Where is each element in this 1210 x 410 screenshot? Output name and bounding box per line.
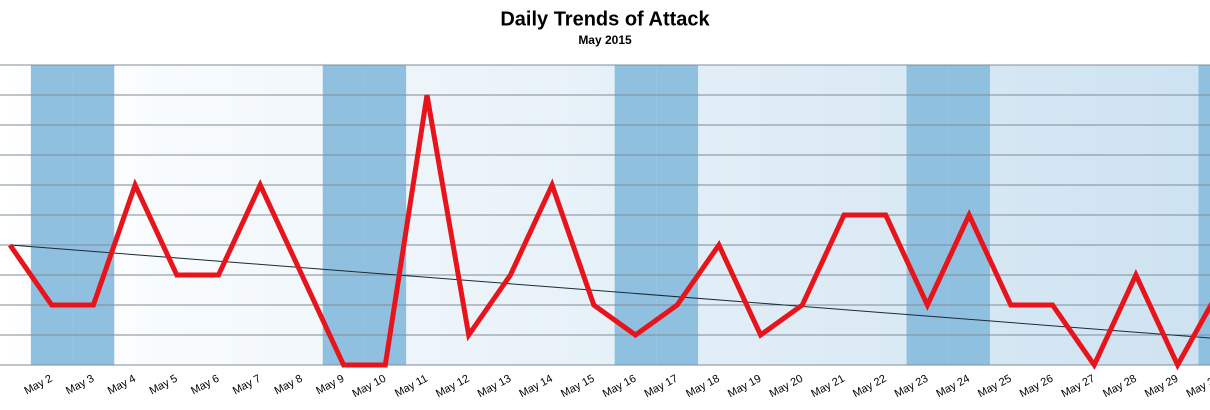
x-tick-label: May 26 [1018,373,1055,401]
x-tick-label: May 30 [1185,373,1210,401]
x-tick-label: May 8 [273,373,305,398]
x-tick-label: May 17 [642,373,679,401]
x-tick-label: May 19 [726,373,763,401]
x-tick-label: May 15 [559,373,596,401]
x-tick-label: May 13 [476,373,513,401]
x-tick-label: May 22 [851,373,888,401]
x-tick-label: May 6 [189,373,221,398]
x-tick-label: May 27 [1059,373,1096,401]
x-tick-label: May 20 [768,373,805,401]
plot-area [0,64,1210,371]
x-tick-label: May 21 [809,373,846,401]
x-tick-label: May 25 [976,373,1013,401]
x-tick-label: May 10 [351,373,388,401]
x-tick-label: May 2 [22,373,54,398]
x-tick-label: May 24 [934,373,971,401]
x-tick-label: May 7 [231,373,263,398]
x-tick-label: May 12 [434,373,471,401]
x-axis: May 2 May 3 May 4 May 5 May 6 May 7 May 8 May 9… [22,373,1210,401]
x-tick-label: May 14 [517,373,554,401]
trend-line [9,244,1210,339]
chart-subtitle: May 2015 [578,33,632,47]
x-tick-label: May 28 [1101,373,1138,401]
x-tick-label: May 3 [64,373,96,398]
x-tick-label: May 16 [601,373,638,401]
x-tick-label: May 5 [147,373,179,398]
x-tick-label: May 23 [893,373,930,401]
x-tick-label: May 29 [1143,373,1180,401]
x-tick-label: May 9 [314,373,346,398]
data-line [7,94,1210,371]
x-tick-label: May 18 [684,373,721,401]
x-tick-label: May 4 [106,373,138,398]
chart-title: Daily Trends of Attack [500,8,710,30]
x-tick-label: May 11 [393,373,430,400]
